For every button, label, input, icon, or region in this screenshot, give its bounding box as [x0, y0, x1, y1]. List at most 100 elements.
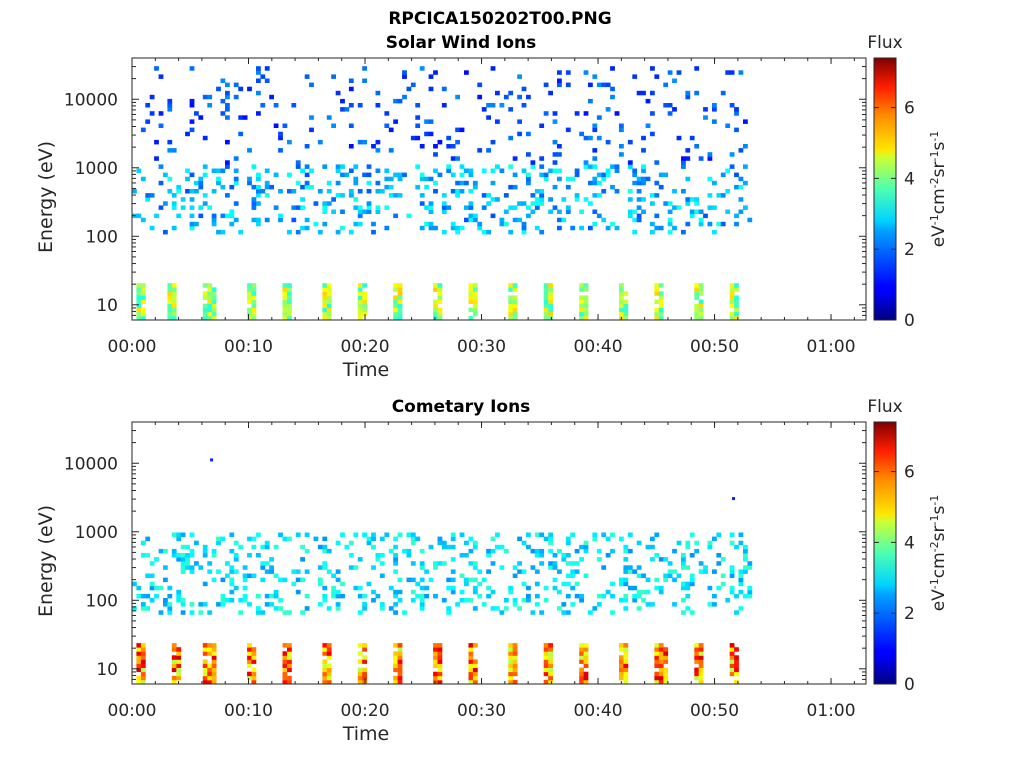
- flux-cell: [198, 184, 204, 190]
- flux-cell: [207, 663, 213, 668]
- flux-cell: [357, 287, 363, 292]
- flux-cell: [362, 172, 367, 178]
- flux-cell: [300, 197, 305, 202]
- flux-cell: [539, 548, 545, 554]
- flux-cell: [149, 193, 155, 198]
- flux-cell: [247, 180, 252, 186]
- flux-cell: [627, 139, 633, 145]
- flux-cell: [176, 589, 182, 595]
- flux-cell: [512, 667, 518, 673]
- flux-cell: [583, 311, 589, 317]
- flux-cell: [557, 70, 562, 75]
- flux-cell: [583, 164, 589, 169]
- flux-cell: [526, 172, 531, 178]
- flux-cell: [207, 103, 213, 108]
- flux-cell: [663, 679, 669, 685]
- flux-cell: [207, 610, 213, 615]
- flux-cell: [211, 311, 217, 317]
- flux-cell: [198, 565, 204, 570]
- flux-cell: [326, 655, 332, 660]
- flux-cell: [287, 675, 292, 681]
- flux-cell: [738, 577, 744, 583]
- flux-cell: [176, 663, 182, 668]
- flux-cell: [689, 135, 695, 141]
- flux-cell: [180, 561, 186, 566]
- flux-cell: [136, 295, 142, 300]
- flux-cell: [508, 663, 514, 668]
- flux-cell: [357, 303, 363, 309]
- flux-cell: [552, 111, 558, 116]
- flux-cell: [437, 659, 443, 664]
- flux-cell: [375, 593, 381, 599]
- flux-cell: [681, 164, 686, 169]
- flux-cell: [499, 610, 505, 615]
- flux-cell: [725, 598, 731, 603]
- flux-cell: [167, 287, 173, 292]
- flux-cell: [233, 217, 239, 223]
- flux-cell: [300, 557, 305, 562]
- flux-cell: [140, 307, 146, 313]
- flux-cell: [322, 598, 328, 603]
- flux-cell: [397, 589, 403, 595]
- flux-cell: [340, 164, 345, 169]
- flux-cell: [309, 127, 314, 133]
- flux-cell: [264, 602, 270, 607]
- flux-cell: [247, 176, 252, 182]
- flux-cell: [291, 569, 297, 574]
- flux-cell: [185, 557, 190, 562]
- flux-cell: [698, 315, 704, 321]
- flux-cell: [512, 295, 518, 300]
- flux-cell: [574, 168, 580, 173]
- flux-cell: [176, 659, 182, 664]
- flux-cell: [229, 213, 235, 219]
- flux-cell: [348, 168, 354, 173]
- flux-cell: [619, 303, 624, 309]
- flux-cell: [548, 565, 553, 570]
- flux-cell: [260, 544, 266, 550]
- flux-cell: [242, 577, 248, 583]
- flux-cell: [247, 573, 252, 578]
- flux-cell: [694, 651, 700, 656]
- flux-cell: [623, 651, 629, 656]
- y-tick-label: 10: [96, 660, 118, 680]
- flux-cell: [397, 598, 403, 603]
- flux-cell: [211, 679, 217, 685]
- flux-cell: [552, 205, 558, 210]
- flux-cell: [747, 585, 753, 591]
- flux-cell: [189, 119, 195, 124]
- flux-cell: [171, 311, 177, 317]
- flux-cell: [689, 610, 695, 615]
- flux-cell: [512, 565, 518, 570]
- flux-cell: [433, 679, 438, 685]
- flux-cell: [202, 581, 208, 587]
- flux-cell: [596, 115, 602, 120]
- flux-cell: [658, 172, 664, 178]
- flux-cell: [619, 295, 624, 300]
- flux-cell: [712, 602, 717, 607]
- flux-cell: [734, 544, 739, 550]
- flux-cell: [229, 589, 235, 595]
- flux-cell: [433, 675, 438, 681]
- flux-cell: [641, 176, 646, 182]
- flux-cell: [681, 585, 686, 591]
- flux-cell: [619, 152, 624, 157]
- flux-cell: [424, 131, 429, 137]
- flux-cell: [393, 295, 398, 300]
- flux-cell: [384, 532, 390, 537]
- flux-cell: [247, 602, 252, 607]
- flux-cell: [348, 193, 354, 198]
- flux-cell: [650, 602, 655, 607]
- flux-cell: [689, 581, 695, 587]
- flux-cell: [694, 144, 700, 149]
- flux-cell: [220, 98, 226, 104]
- flux-cell: [583, 307, 589, 313]
- flux-cell: [698, 311, 704, 317]
- flux-cell: [641, 573, 646, 578]
- flux-cell: [729, 311, 735, 317]
- flux-cell: [326, 663, 332, 668]
- flux-cell: [180, 553, 186, 558]
- flux-cell: [251, 217, 257, 223]
- flux-cell: [548, 197, 553, 202]
- flux-cell: [623, 606, 629, 611]
- flux-cell: [371, 221, 376, 227]
